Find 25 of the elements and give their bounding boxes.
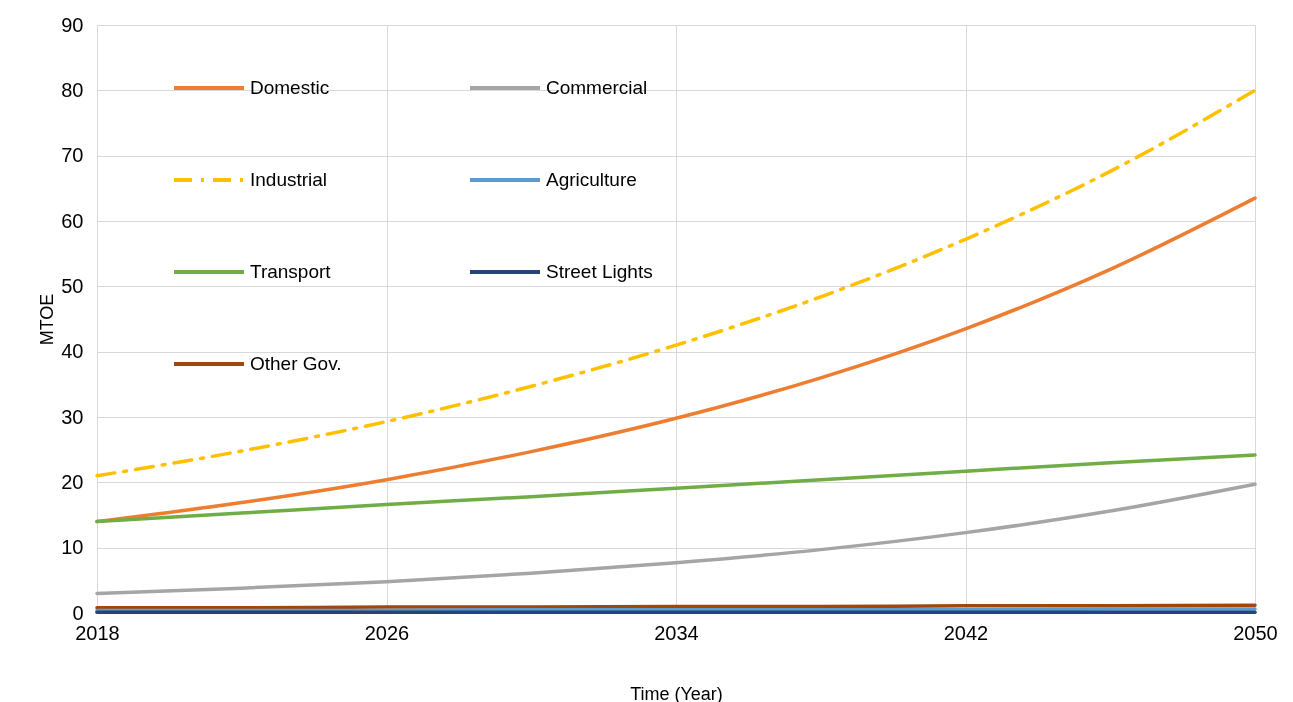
y-tick-label: 0 <box>72 601 84 624</box>
y-tick-label: 50 <box>61 274 84 297</box>
legend-label: Domestic <box>250 77 330 98</box>
y-tick-label: 90 <box>61 13 84 36</box>
line-series <box>95 453 1257 524</box>
legend-label: Industrial <box>250 169 328 190</box>
y-tick-label: 70 <box>61 144 84 167</box>
legend-label: Transport <box>250 261 332 282</box>
x-tick-label: 2018 <box>75 621 120 644</box>
legend-label: Other Gov. <box>250 353 342 374</box>
x-tick-label: 2042 <box>943 621 989 644</box>
y-tick-label: 30 <box>61 405 84 428</box>
x-tick-label: 2034 <box>654 621 699 644</box>
legend-label: Agriculture <box>546 169 637 190</box>
y-tick-label: 10 <box>61 536 84 559</box>
y-tick-label: 80 <box>61 78 84 101</box>
x-tick-label: 2050 <box>1233 621 1278 644</box>
legend-label: Street Lights <box>546 261 653 282</box>
y-tick-label: 40 <box>61 340 84 363</box>
x-tick-label: 2026 <box>364 621 410 644</box>
line-series <box>95 482 1257 596</box>
y-tick-label: 20 <box>61 470 84 493</box>
y-tick-label: 60 <box>61 209 84 232</box>
legend-label: Commercial <box>546 77 648 98</box>
y-axis-title: MTOE <box>37 293 58 346</box>
